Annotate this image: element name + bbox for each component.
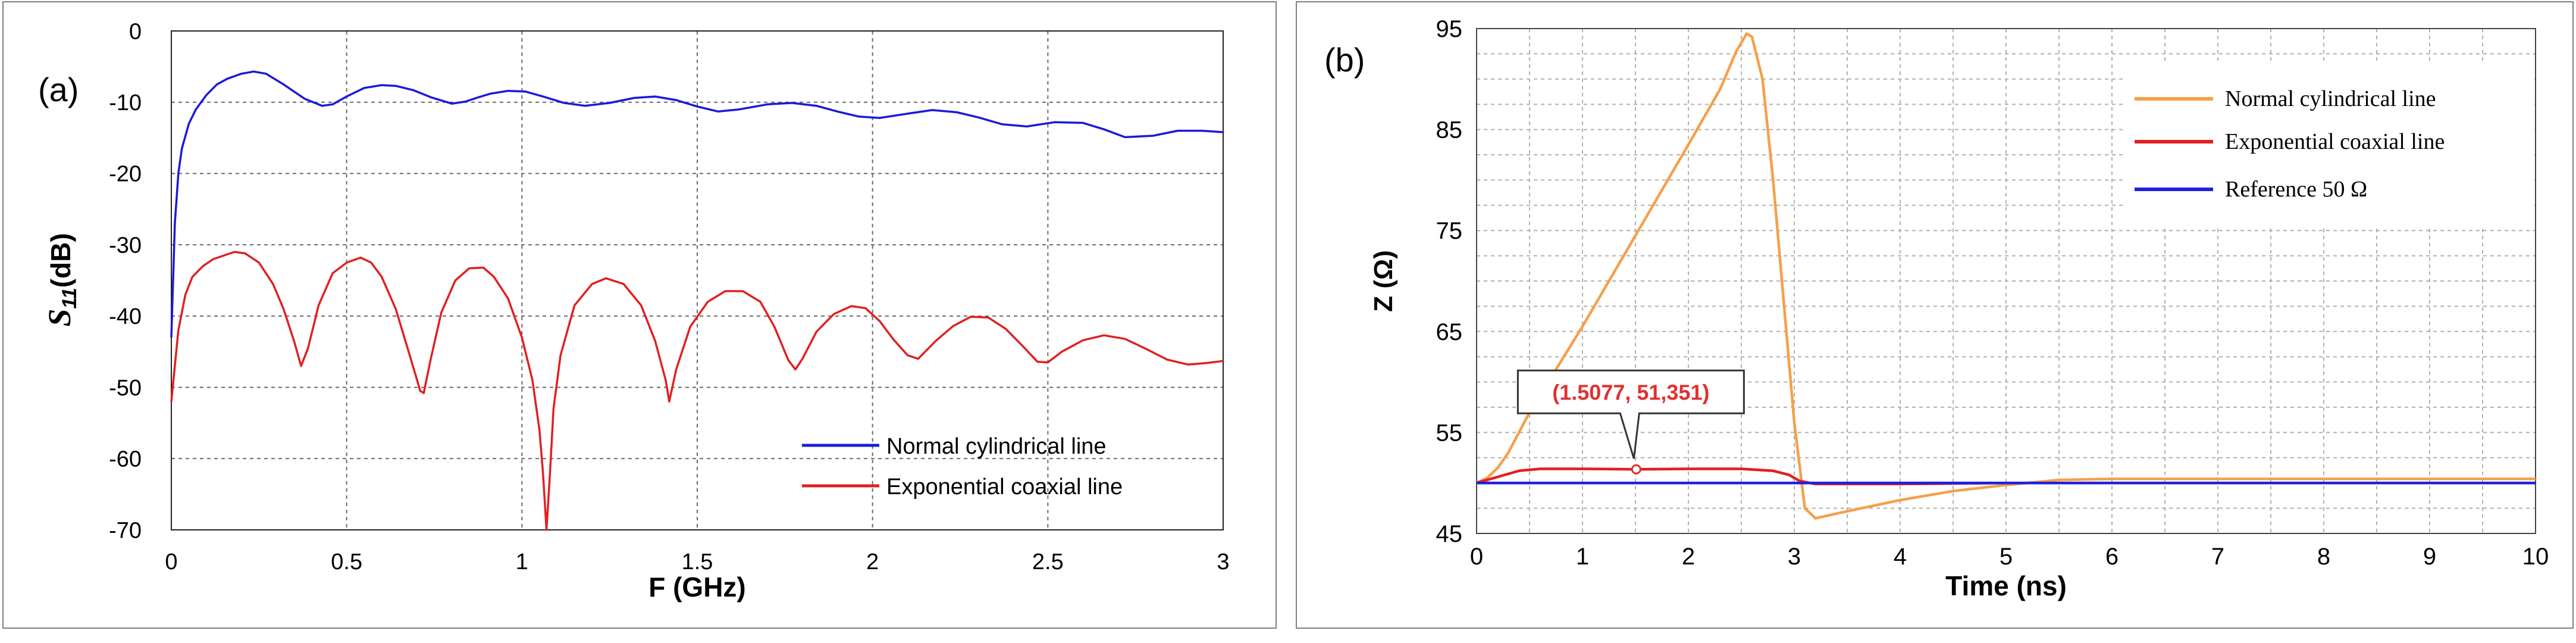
- chart-a-series: [170, 70, 1224, 531]
- chart-a-legend: Normal cylindrical line Exponential coax…: [802, 434, 1123, 500]
- chart-a-x-tick-label: 1.5: [682, 550, 713, 575]
- chart-b-grid: [1477, 29, 2536, 533]
- chart-b-legend-label-exponential: Exponential coaxial line: [2225, 129, 2445, 154]
- chart-a-y-tick-label: -20: [109, 162, 142, 187]
- chart-a-y-tick-label: -40: [109, 304, 142, 329]
- chart-b-x-axis-label: Time (ns): [1945, 570, 2067, 601]
- chart-b-x-tick-label: 5: [2000, 544, 2013, 570]
- chart-a-x-tick-label: 2.5: [1032, 550, 1064, 575]
- chart-a-x-tick-label: 1: [516, 550, 528, 575]
- chart-a-series-exponential-coaxial-line: [170, 251, 1224, 531]
- chart-a-plot-area: [171, 30, 1224, 530]
- chart-b-x-tick-label: 6: [2105, 544, 2119, 570]
- chart-b-plot-area: [1476, 28, 2536, 534]
- svg-text:S11(dB): S11(dB): [42, 233, 81, 326]
- chart-b-x-tick-label: 3: [1788, 544, 1801, 570]
- chart-b-x-tick-label: 2: [1682, 544, 1695, 570]
- chart-b-annotation-marker: [1631, 464, 1641, 475]
- chart-a-y-label-unit: (dB): [45, 233, 76, 288]
- chart-b-y-tick-labels: 45 55 65 75 85 95: [1436, 16, 1463, 547]
- chart-b-x-tick-label: 1: [1576, 544, 1589, 570]
- chart-b-x-tick-label: 8: [2317, 544, 2330, 570]
- chart-b-y-tick-label: 85: [1436, 117, 1463, 143]
- chart-b-panel-label: (b): [1324, 41, 1365, 79]
- chart-b-series: [1476, 32, 2536, 520]
- chart-a-y-tick-label: -30: [109, 233, 142, 258]
- chart-b-x-tick-label: 7: [2211, 544, 2224, 570]
- chart-b-y-tick-label: 55: [1436, 420, 1463, 446]
- panel-a-frame: [2, 1, 1277, 629]
- chart-b-x-tick-label: 4: [1894, 544, 1907, 570]
- chart-a-y-tick-label: 0: [129, 19, 142, 44]
- chart-a-y-tick-label: -70: [109, 518, 142, 543]
- chart-a: 0 0.5 1 1.5 2 2.5 3 0 -10 -20 -30 -40 -50 -60 -70 (a)…: [38, 19, 1230, 603]
- chart-a-y-tick-label: -10: [109, 90, 142, 116]
- chart-b-annotation-callout: [1516, 369, 1745, 459]
- chart-a-y-tick-label: -60: [109, 447, 142, 472]
- chart-a-x-tick-label: 0.5: [331, 550, 362, 575]
- chart-a-legend-label-normal: Normal cylindrical line: [886, 434, 1107, 459]
- chart-a-x-tick-label: 3: [1217, 550, 1229, 575]
- chart-b-x-tick-label: 9: [2423, 544, 2436, 570]
- chart-a-x-tick-labels: 0 0.5 1 1.5 2 2.5 3: [165, 550, 1229, 575]
- chart-a-x-axis-label: F (GHz): [648, 572, 746, 603]
- chart-b-y-axis-label: Z (Ω): [1369, 250, 1398, 312]
- chart-a-x-tick-label: 0: [165, 550, 177, 575]
- chart-b-y-tick-label: 75: [1436, 218, 1463, 244]
- chart-a-y-label-main: S: [42, 309, 77, 327]
- chart-b-y-tick-label: 65: [1436, 319, 1463, 345]
- chart-a-panel-label: (a): [38, 71, 79, 108]
- chart-b-annotation-text: (1.5077, 51,351): [1552, 380, 1709, 404]
- chart-b-legend-box: [2124, 64, 2534, 225]
- chart-b-x-tick-label: 0: [1470, 544, 1483, 570]
- chart-b-legend: Normal cylindrical line Exponential coax…: [2124, 64, 2534, 225]
- chart-b-y-tick-label: 95: [1436, 16, 1463, 42]
- chart-b-y-tick-label: 45: [1436, 521, 1463, 547]
- chart-b-legend-label-normal: Normal cylindrical line: [2225, 86, 2436, 111]
- chart-b-annotation: (1.5077, 51,351): [1516, 369, 1745, 475]
- chart-a-x-tick-label: 2: [866, 550, 879, 575]
- chart-a-series-normal-cylindrical-line: [170, 70, 1224, 338]
- chart-b-legend-label-reference: Reference 50 Ω: [2225, 177, 2367, 202]
- chart-b-x-tick-label: 10: [2522, 544, 2549, 570]
- chart-a-y-axis-label: S11(dB): [42, 233, 81, 326]
- chart-a-y-label-sub: 11: [58, 288, 81, 308]
- chart-a-legend-label-exponential: Exponential coaxial line: [886, 475, 1123, 500]
- chart-b-x-tick-labels: 0 1 2 3 4 5 6 7 8 9 10: [1470, 544, 2549, 570]
- chart-a-y-tick-labels: 0 -10 -20 -30 -40 -50 -60 -70: [109, 19, 142, 543]
- chart-b-series-normal-cylindrical-line: [1476, 32, 2536, 520]
- chart-a-y-tick-label: -50: [109, 376, 142, 401]
